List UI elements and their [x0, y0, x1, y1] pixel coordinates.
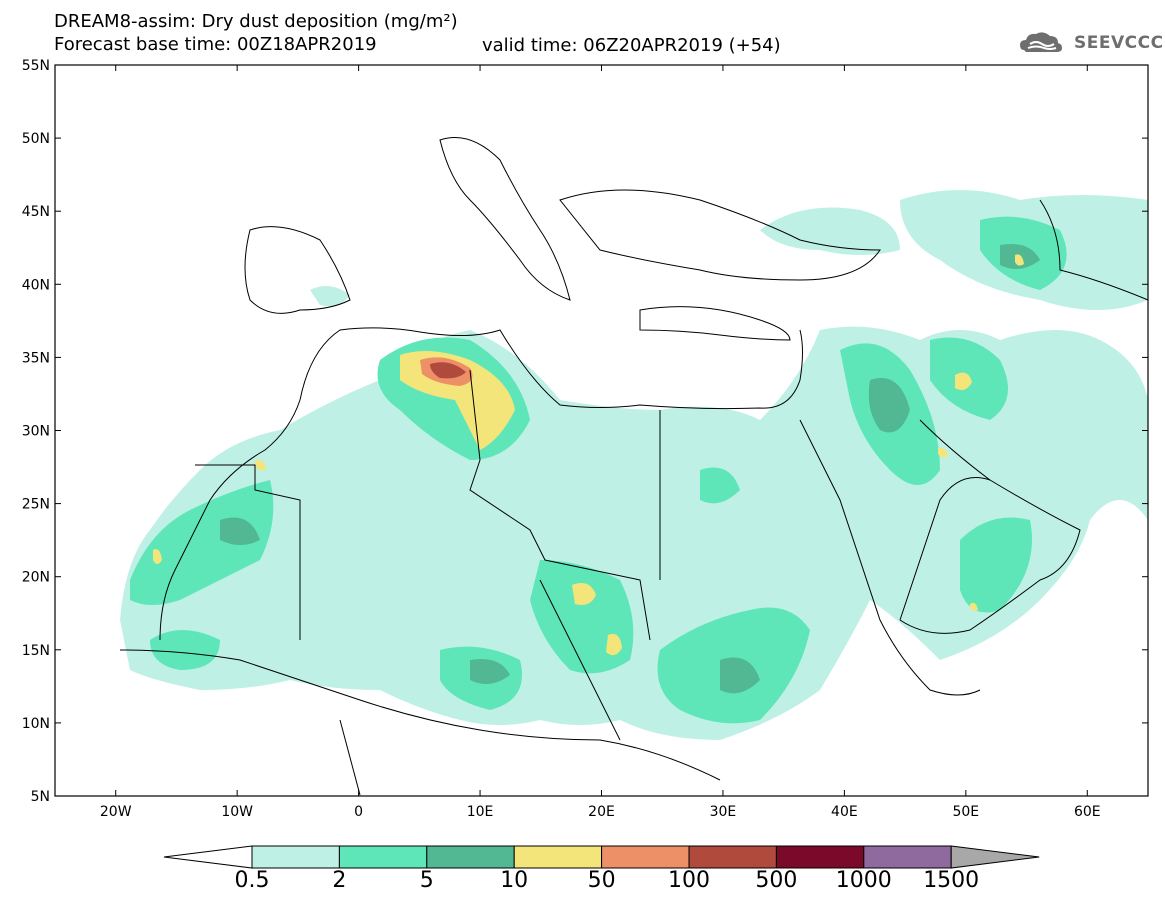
lon-tick-label: 50E — [952, 804, 979, 820]
colorbar-swatch — [601, 845, 690, 869]
colorbar-swatch — [863, 845, 952, 869]
lon-tick-label: 40E — [831, 804, 858, 820]
lat-tick-label: 10N — [22, 716, 50, 732]
map-title: DREAM8-assim: Dry dust deposition (mg/m²… — [54, 11, 458, 32]
colorbar-label: 2 — [332, 868, 347, 893]
lat-tick-label: 50N — [22, 131, 50, 147]
logo-text: SEEVCCC — [1074, 33, 1164, 53]
colorbar-label: 1000 — [835, 868, 892, 893]
lon-tick-label: 0 — [354, 804, 363, 820]
lat-tick-label: 25N — [22, 497, 50, 513]
colorbar-label: 500 — [755, 868, 798, 893]
colorbar — [163, 845, 1040, 869]
lat-tick-label: 5N — [31, 789, 50, 805]
lat-tick-label: 45N — [22, 204, 50, 220]
lon-tick-label: 10W — [221, 804, 253, 820]
colorbar-swatch — [688, 845, 777, 869]
colorbar-swatch — [426, 845, 515, 869]
colorbar-label: 100 — [668, 868, 710, 893]
lat-tick-label: 40N — [22, 277, 50, 293]
dust-field-medium — [220, 244, 1040, 694]
lon-tick-label: 20W — [100, 804, 132, 820]
colorbar-label: 10 — [500, 868, 529, 893]
colorbar-label: 0.5 — [234, 868, 270, 893]
lon-tick-label: 60E — [1074, 804, 1101, 820]
lat-tick-label: 20N — [22, 570, 50, 586]
latitude-axis: 55N 50N 45N 40N 35N 30N 25N 20N 15N 10N 5N — [22, 58, 1148, 805]
lat-tick-label: 30N — [22, 424, 50, 440]
colorbar-swatch — [775, 845, 865, 869]
colorbar-overflow-triangle — [950, 845, 1040, 869]
dust-field-high — [420, 357, 473, 386]
dust-field-low — [130, 216, 1067, 724]
lat-tick-label: 35N — [22, 350, 50, 366]
lon-tick-label: 30E — [710, 804, 737, 820]
colorbar-underflow-triangle — [163, 845, 253, 869]
lon-tick-label: 10E — [467, 804, 494, 820]
lon-tick-label: 20E — [588, 804, 615, 820]
colorbar-swatch — [251, 845, 340, 869]
colorbar-swatch — [513, 845, 603, 869]
cloud-icon — [1020, 32, 1062, 52]
forecast-base-time: Forecast base time: 00Z18APR2019 — [54, 34, 377, 55]
lat-tick-label: 55N — [22, 58, 50, 74]
colorbar-label: 1500 — [923, 868, 980, 893]
colorbar-label: 50 — [587, 868, 616, 893]
longitude-axis: 20W 10W 0 10E 20E 30E 40E 50E 60E — [100, 65, 1101, 820]
valid-time: valid time: 06Z20APR2019 (+54) — [482, 35, 781, 56]
dust-field-lowest — [120, 190, 1148, 740]
coastlines-and-borders — [119, 137, 1148, 796]
colorbar-label: 5 — [419, 868, 434, 893]
colorbar-swatch — [338, 845, 428, 869]
lat-tick-label: 15N — [22, 643, 50, 659]
